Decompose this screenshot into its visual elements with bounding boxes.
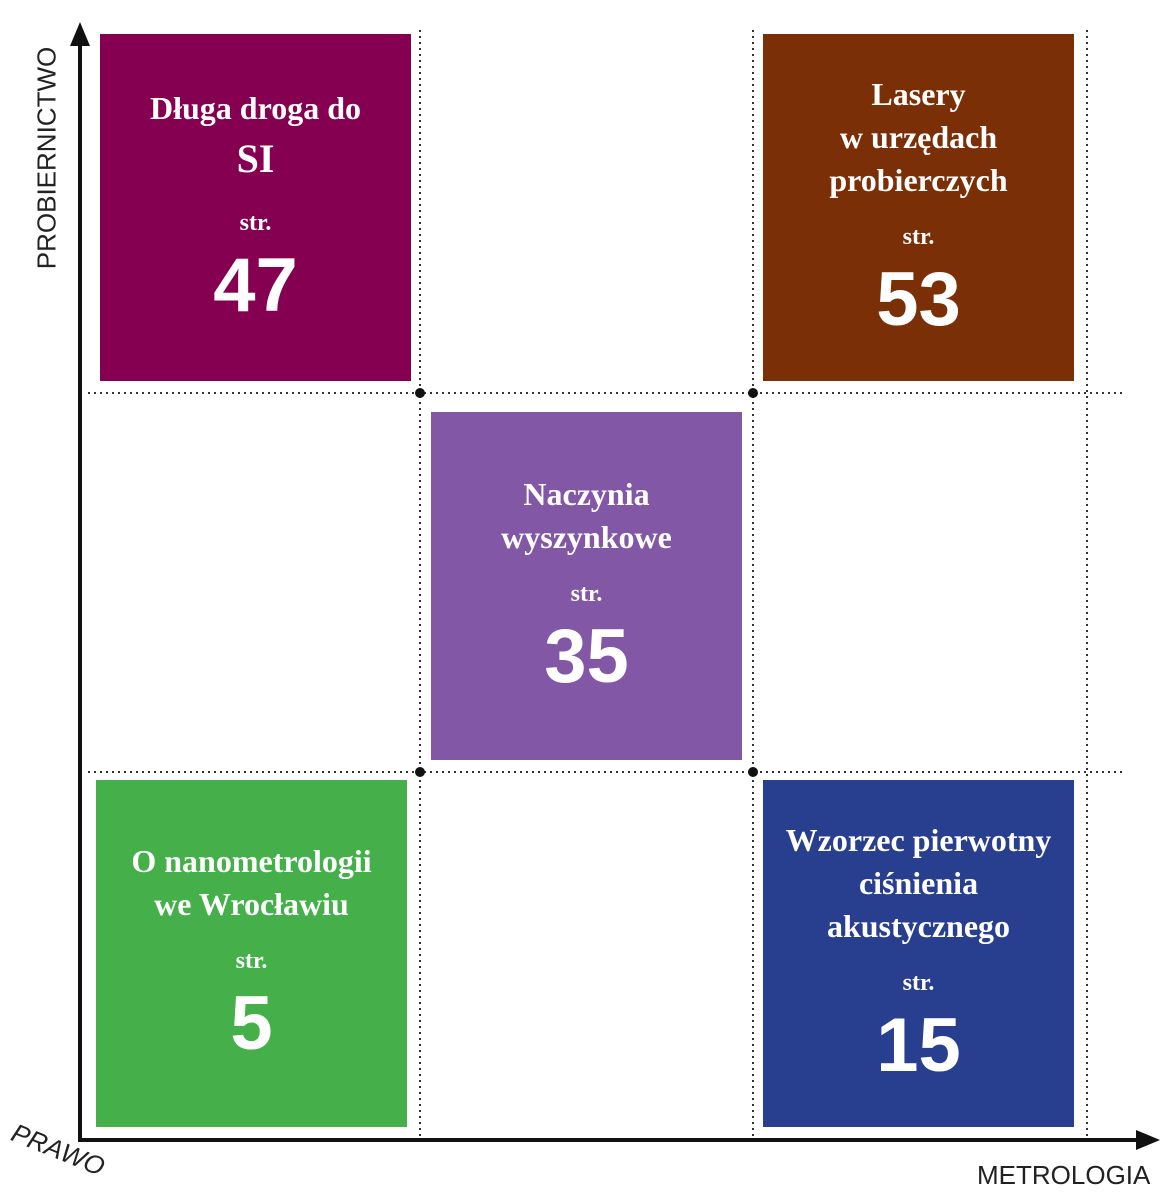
tile-title: SI <box>236 135 275 181</box>
tile-title: Długa droga do <box>149 89 361 126</box>
grid-dot <box>748 767 758 777</box>
page-prefix: str. <box>902 969 935 996</box>
tile-title: w urzędach <box>839 118 998 155</box>
tile-title: akustycznego <box>826 907 1011 944</box>
page-prefix: str. <box>570 580 603 607</box>
tile: Naczynia wyszynkowe str. 35 <box>431 412 742 760</box>
grid-dot <box>748 388 758 398</box>
tile-title: probierczych <box>829 161 1008 198</box>
x-axis-label: METROLOGIA <box>977 1160 1151 1190</box>
grid-dot <box>415 767 425 777</box>
tile-title: Wzorzec pierwotny <box>785 821 1052 858</box>
page-prefix: str. <box>902 223 935 250</box>
tile-title: ciśnienia <box>858 864 979 901</box>
page-number: 35 <box>544 613 629 699</box>
page-number: 53 <box>876 256 961 342</box>
tile-title: we Wrocławiu <box>154 886 349 922</box>
page-prefix: str. <box>235 948 268 974</box>
tile: Wzorzec pierwotny ciśnienia akustycznego st… <box>763 780 1074 1127</box>
page-number: 47 <box>213 242 298 328</box>
page-number: 5 <box>230 981 273 1066</box>
grid-dot <box>415 388 425 398</box>
tile: Długa droga do SI str. 47 <box>100 34 411 381</box>
y-axis-arrow <box>70 22 90 46</box>
tile-title: Lasery <box>871 75 966 112</box>
tile-title: Naczynia <box>523 475 650 512</box>
page-prefix: str. <box>239 209 272 236</box>
tile: O nanometrologii we Wrocławiu str. 5 <box>96 780 407 1127</box>
x-axis-arrow <box>1136 1130 1160 1150</box>
tile-title: O nanometrologii <box>131 843 372 879</box>
page-number: 15 <box>876 1002 961 1088</box>
tile-title: wyszynkowe <box>501 518 672 555</box>
y-axis-label: PROBIERNICTWO <box>31 46 62 270</box>
tile: Lasery w urzędach probierczych str. 53 <box>763 34 1074 381</box>
